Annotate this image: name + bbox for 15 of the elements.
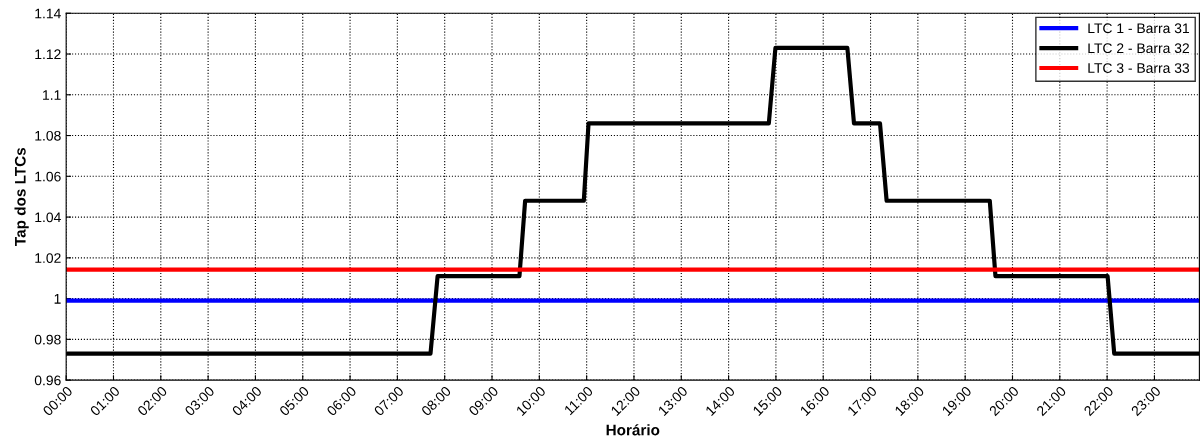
y-tick-label: 1.04 [35,212,61,223]
y-tick-label: 1.14 [35,8,61,19]
y-tick-label: 0.98 [34,334,61,345]
y-tick-label: 1.08 [35,130,61,141]
y-tick-label: 1.1 [43,90,61,100]
legend-label: LTC 3 - Barra 33 [1088,63,1190,73]
y-tick-label: 1.06 [35,171,61,182]
x-axis-title: Horário [606,424,660,436]
y-tick-label: 1 [54,294,61,304]
legend-label: LTC 2 - Barra 32 [1088,43,1189,54]
y-axis-title: Tap dos LTCs [14,147,29,246]
y-tick-label: 1.02 [35,253,61,263]
y-tick-label: 0.96 [34,375,61,386]
y-tick-label: 1.12 [35,49,61,60]
legend-label: LTC 1 - Barra 31 [1088,23,1189,34]
